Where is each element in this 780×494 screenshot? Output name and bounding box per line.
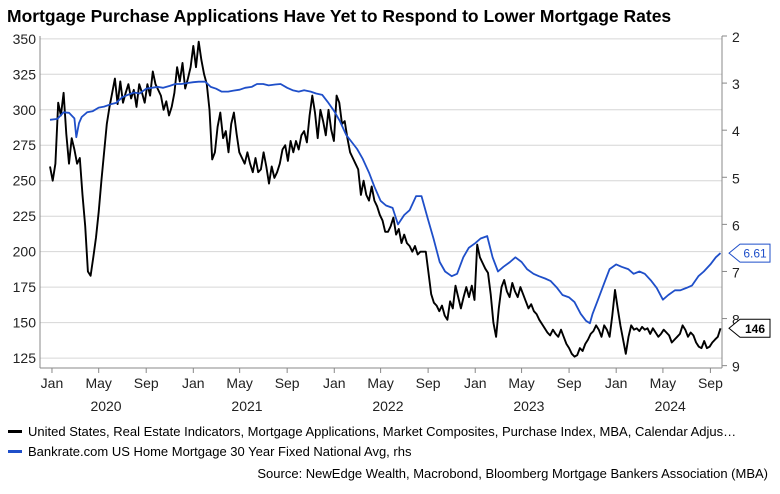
left-tick-label: 275 (13, 137, 37, 153)
left-tick-label: 300 (13, 102, 37, 118)
x-tick-label: Jan (41, 375, 64, 391)
x-axis-ticks: Jan May Sep Jan May Sep Jan May Sep Jan May Sep Jan M… (41, 368, 723, 391)
x-tick-label: Sep (416, 375, 441, 391)
index-end-label-box (728, 318, 771, 338)
legend-swatch-blue (8, 449, 22, 453)
year-label: 2022 (372, 398, 403, 414)
purchase-index-line (49, 40, 722, 358)
legend-item-mortgage-rate: Bankrate.com US Home Mortgage 30 Year Fi… (8, 441, 411, 461)
right-tick-label: 6 (732, 217, 740, 233)
rate-end-label: 6.61 (743, 247, 767, 261)
legend-label: United States, Real Estate Indicators, M… (28, 423, 737, 439)
left-axis-ticks: 125 150 175 200 225 250 275 300 325 350 (13, 31, 37, 366)
gridlines (40, 38, 722, 359)
left-tick-label: 225 (13, 208, 37, 224)
right-tick-label: 7 (732, 264, 740, 280)
x-tick-label: Sep (275, 375, 300, 391)
x-tick-label: Sep (134, 375, 159, 391)
left-tick-label: 150 (13, 315, 37, 331)
x-tick-label: May (508, 375, 534, 391)
x-tick-label: Jan (182, 375, 205, 391)
x-tick-label: Jan (464, 375, 487, 391)
legend-label: Bankrate.com US Home Mortgage 30 Year Fi… (28, 443, 412, 459)
year-label: 2021 (231, 398, 262, 414)
left-tick-label: 325 (13, 66, 37, 82)
year-label: 2023 (513, 398, 544, 414)
left-tick-label: 125 (13, 350, 37, 366)
right-tick-label: 2 (732, 29, 740, 45)
rate-end-label-box (728, 243, 771, 263)
series-lines (49, 40, 722, 358)
end-labels: 146 6.61 (728, 243, 771, 338)
x-tick-label: Jan (605, 375, 628, 391)
left-tick-label: 250 (13, 173, 37, 189)
index-end-label: 146 (745, 322, 765, 336)
mortgage-rate-line (49, 80, 722, 325)
right-axis-ticks: 2 3 4 5 6 7 8 9 (722, 29, 740, 375)
year-label: 2024 (655, 398, 686, 414)
right-tick-label: 3 (732, 76, 740, 92)
right-tick-label: 9 (732, 359, 740, 375)
x-tick-label: May (367, 375, 393, 391)
left-tick-label: 350 (13, 31, 37, 47)
legend-swatch-black (8, 429, 22, 433)
right-tick-label: 8 (732, 312, 740, 328)
source-note: Source: NewEdge Wealth, Macrobond, Bloom… (257, 466, 768, 481)
legend-item-purchase-index: United States, Real Estate Indicators, M… (8, 421, 736, 441)
right-tick-label: 4 (732, 123, 740, 139)
left-tick-label: 175 (13, 279, 37, 295)
x-tick-label: Sep (557, 375, 582, 391)
right-tick-label: 5 (732, 170, 740, 186)
x-tick-label: Sep (698, 375, 723, 391)
year-label: 2020 (90, 398, 121, 414)
x-tick-label: May (85, 375, 111, 391)
left-tick-label: 200 (13, 244, 37, 260)
chart-title: Mortgage Purchase Applications Have Yet … (7, 6, 672, 26)
x-tick-label: Jan (323, 375, 346, 391)
x-axis-years: 2020 2021 2022 2023 2024 (90, 398, 686, 414)
x-tick-label: May (226, 375, 252, 391)
x-tick-label: May (650, 375, 676, 391)
